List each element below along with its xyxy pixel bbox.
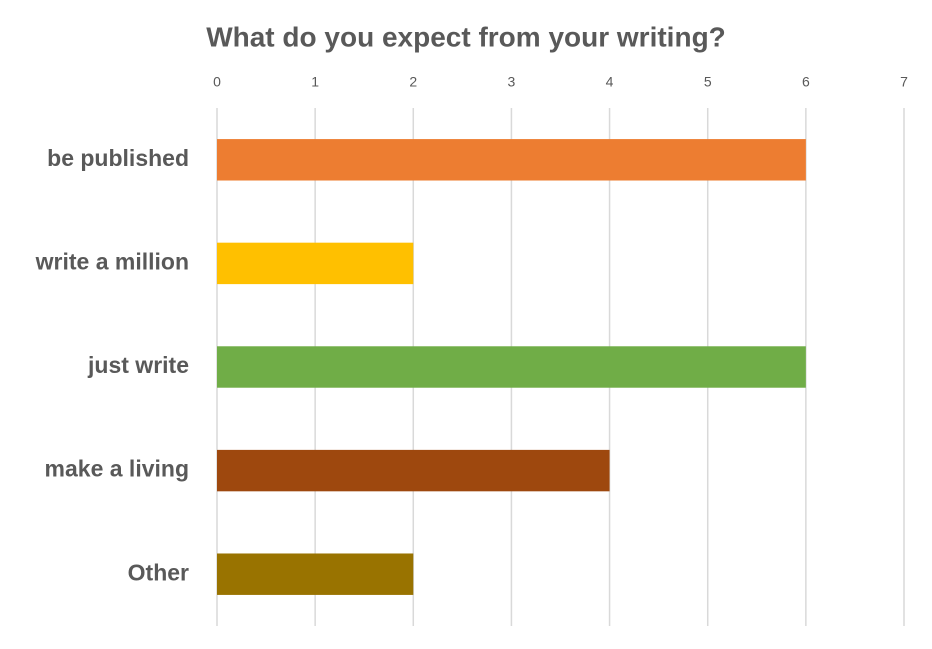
x-tick-label: 7 bbox=[900, 74, 908, 90]
y-tick-label: make a living bbox=[45, 456, 189, 482]
bar bbox=[217, 346, 806, 388]
x-tick-label: 3 bbox=[508, 74, 516, 90]
x-tick-label: 5 bbox=[704, 74, 712, 90]
bar bbox=[217, 139, 806, 181]
x-tick-label: 6 bbox=[802, 74, 810, 90]
chart-title: What do you expect from your writing? bbox=[206, 21, 726, 52]
y-tick-label: Other bbox=[128, 559, 189, 585]
x-tick-label: 1 bbox=[311, 74, 319, 90]
y-tick-label: just write bbox=[87, 352, 189, 378]
y-tick-label: write a million bbox=[35, 248, 189, 274]
y-tick-label: be published bbox=[47, 145, 189, 171]
bar bbox=[217, 242, 414, 285]
x-tick-label: 0 bbox=[213, 74, 221, 90]
x-tick-label: 4 bbox=[606, 74, 614, 90]
x-tick-label: 2 bbox=[409, 74, 417, 90]
bar bbox=[217, 449, 610, 492]
bar bbox=[217, 553, 414, 595]
